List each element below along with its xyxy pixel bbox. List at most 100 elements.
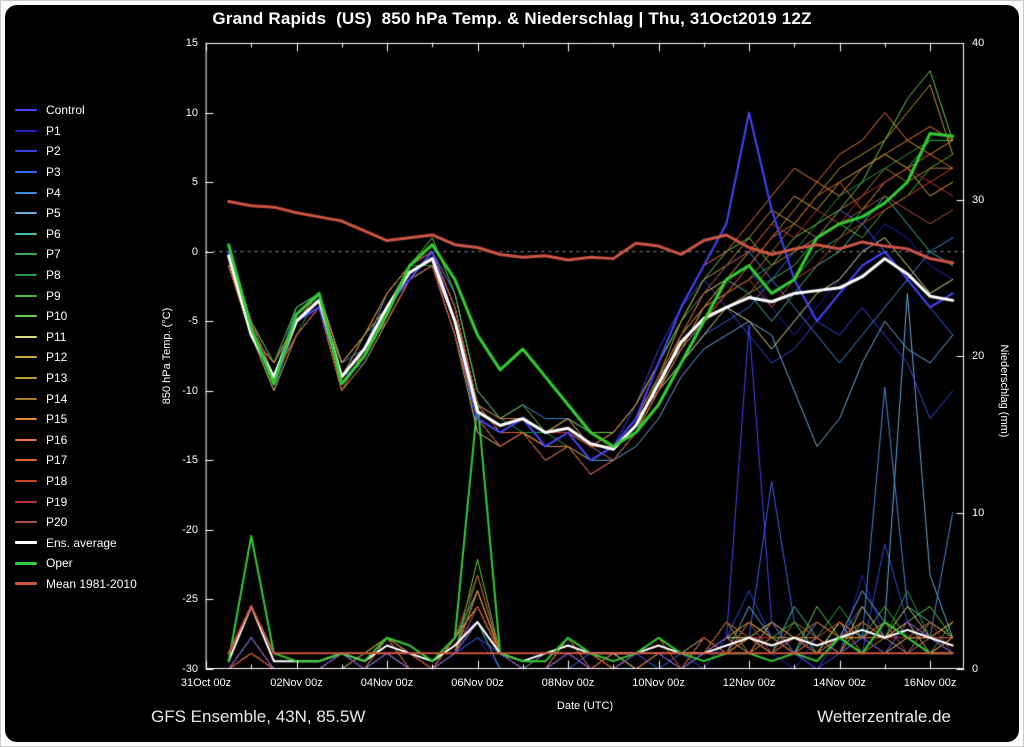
- legend-item-p17: P17: [15, 450, 137, 471]
- legend: Control P1 P2 P3 P4 P5 P6 P7 P8 P9 P10 P11 P12 P13 P14…: [15, 100, 137, 594]
- x-tick-label: 12Nov 00z: [722, 677, 776, 689]
- legend-swatch: [15, 438, 37, 441]
- x-tick-label: 08Nov 00z: [541, 677, 595, 689]
- legend-item-label: P5: [46, 206, 61, 221]
- legend-item-p12: P12: [15, 347, 137, 368]
- legend-item-p18: P18: [15, 471, 137, 492]
- legend-swatch: [15, 129, 37, 132]
- y-left-tick-label: 15: [185, 37, 198, 49]
- y-axis-right-label: Niederschlag (mm): [998, 344, 1010, 438]
- legend-item-p3: P3: [15, 162, 137, 183]
- legend-swatch: [15, 521, 37, 524]
- legend-swatch: [15, 500, 37, 503]
- legend-item-p19: P19: [15, 491, 137, 512]
- y-right-tick-label: 30: [972, 193, 985, 206]
- legend-item-label: Ens. average: [46, 535, 117, 550]
- legend-item-p6: P6: [15, 224, 137, 245]
- y-right-tick-label: 20: [972, 350, 985, 362]
- x-tick-label: 02Nov 00z: [270, 677, 323, 689]
- legend-item-p8: P8: [15, 265, 137, 286]
- y-left-tick-label: -15: [182, 454, 198, 467]
- y-right-tick-label: 10: [972, 506, 985, 519]
- legend-item-p1: P1: [15, 121, 137, 142]
- legend-item-label: P2: [46, 144, 61, 159]
- legend-item-p15: P15: [15, 409, 137, 430]
- legend-item-p2: P2: [15, 141, 137, 162]
- legend-item-p10: P10: [15, 306, 137, 327]
- legend-swatch: [15, 541, 37, 545]
- footer-watermark: Wetterzentrale.de: [817, 707, 951, 726]
- legend-item-p4: P4: [15, 182, 137, 203]
- legend-item-p20: P20: [15, 512, 137, 533]
- legend-item-label: P3: [46, 165, 61, 180]
- legend-item-label: P19: [46, 494, 68, 509]
- legend-item-label: P20: [46, 515, 68, 530]
- y-left-tick-label: 10: [185, 106, 198, 119]
- legend-swatch: [15, 232, 37, 235]
- legend-swatch: [15, 397, 37, 400]
- legend-swatch: [15, 582, 37, 586]
- legend-item-label: P13: [46, 371, 68, 386]
- legend-item-p16: P16: [15, 430, 137, 451]
- legend-swatch: [15, 150, 37, 153]
- y-left-tick-label: -10: [182, 384, 198, 397]
- legend-swatch: [15, 479, 37, 482]
- legend-swatch: [15, 459, 37, 462]
- legend-item-label: Mean 1981-2010: [46, 576, 137, 591]
- legend-item-p13: P13: [15, 368, 137, 389]
- legend-item-p9: P9: [15, 285, 137, 306]
- legend-item-label: P4: [46, 185, 61, 200]
- legend-swatch: [15, 315, 37, 318]
- legend-item-label: P10: [46, 309, 68, 324]
- legend-swatch: [15, 191, 37, 194]
- y-right-tick-label: 40: [972, 37, 985, 49]
- legend-item-label: P7: [46, 247, 61, 262]
- legend-item-label: P1: [46, 123, 61, 138]
- legend-item-label: P18: [46, 473, 68, 488]
- legend-swatch: [15, 356, 37, 359]
- legend-item-label: P6: [46, 226, 61, 241]
- legend-item-label: P11: [46, 329, 67, 344]
- legend-item-p14: P14: [15, 388, 137, 409]
- x-tick-label: 31Oct 00z: [180, 677, 232, 689]
- legend-swatch: [15, 109, 37, 112]
- x-tick-label: 14Nov 00z: [813, 677, 866, 689]
- legend-item-label: P15: [46, 412, 68, 427]
- y-axis-left-label: 850 hPa Temp. (°C): [161, 307, 173, 405]
- y-left-tick-label: -5: [188, 315, 198, 328]
- x-tick-label: 04Nov 00z: [360, 677, 414, 689]
- y-left-tick-label: 0: [191, 245, 198, 258]
- legend-item-p11: P11: [15, 327, 137, 348]
- x-tick-label: 06Nov 00z: [451, 677, 504, 689]
- legend-item-p5: P5: [15, 203, 137, 224]
- y-left-tick-label: -25: [182, 593, 198, 606]
- x-tick-label: 16Nov 00z: [903, 677, 957, 689]
- legend-swatch: [15, 171, 37, 174]
- legend-swatch: [15, 253, 37, 256]
- legend-item-label: P8: [46, 268, 61, 283]
- legend-swatch: [15, 294, 37, 297]
- legend-item-label: Oper: [46, 556, 73, 571]
- footer-model-location: GFS Ensemble, 43N, 85.5W: [151, 707, 366, 726]
- legend-item-label: P17: [46, 453, 68, 468]
- legend-item-mean-1981-2010: Mean 1981-2010: [15, 574, 137, 595]
- legend-item-label: Control: [46, 103, 85, 118]
- y-right-tick-label: 0: [972, 663, 979, 675]
- x-tick-label: 10Nov 00z: [632, 677, 685, 689]
- legend-item-label: P16: [46, 432, 68, 447]
- legend-item-control: Control: [15, 100, 137, 121]
- legend-item-label: P14: [46, 391, 68, 406]
- legend-swatch: [15, 418, 37, 421]
- legend-swatch: [15, 274, 37, 277]
- legend-item-ens-average: Ens. average: [15, 532, 137, 553]
- legend-swatch: [15, 377, 37, 380]
- x-axis-label: Date (UTC): [556, 700, 614, 712]
- y-left-tick-label: 5: [191, 176, 198, 189]
- legend-swatch: [15, 335, 37, 338]
- y-left-tick-label: -30: [182, 663, 198, 675]
- legend-swatch: [15, 212, 37, 215]
- legend-item-p7: P7: [15, 244, 137, 265]
- legend-item-label: P9: [46, 288, 61, 303]
- legend-item-oper: Oper: [15, 553, 137, 574]
